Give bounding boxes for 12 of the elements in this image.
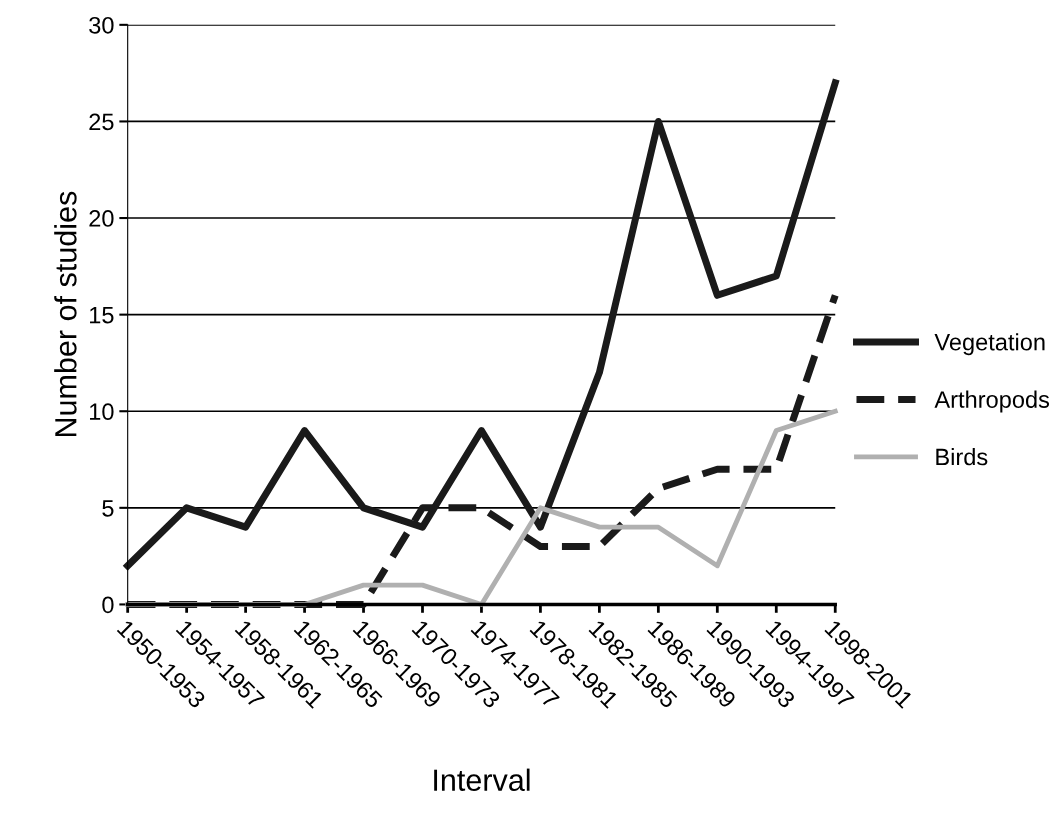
x-axis-title: Interval [434,768,530,792]
y-axis-title: Number of studies [54,191,77,437]
y-tick-label: 20 [89,210,114,227]
legend-label: Birds [936,448,988,466]
y-tick-label: 10 [90,403,114,421]
y-tick-label: 15 [90,306,114,324]
y-tick-label: 25 [89,113,114,131]
y-tick-label: 30 [89,16,114,34]
legend-label: Arthropods [934,390,1050,413]
legend-label: Vegetation [934,333,1045,356]
y-tick-label: 5 [102,500,114,517]
y-tick-label: 0 [102,596,114,614]
